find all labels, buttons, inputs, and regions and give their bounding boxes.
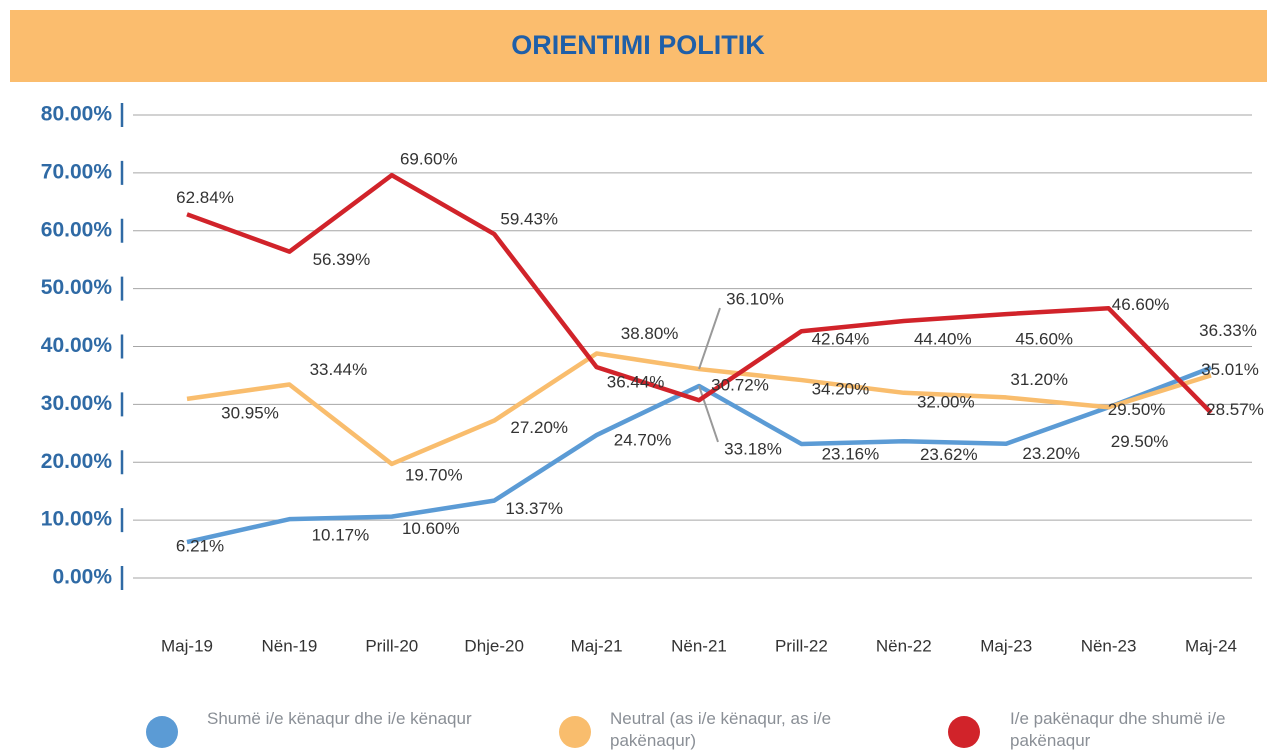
leader-line bbox=[698, 307, 721, 370]
data-label: 10.60% bbox=[402, 519, 460, 538]
x-tick-label: Nën-22 bbox=[876, 636, 932, 655]
x-tick-label: Maj-21 bbox=[571, 636, 623, 655]
data-label: 30.72% bbox=[711, 376, 769, 395]
y-tick-label: 60.00% bbox=[41, 218, 113, 241]
y-tick-label: 0.00% bbox=[52, 566, 112, 589]
legend-label: I/e pakënaqur dhe shumë i/e pakënaqur bbox=[1010, 709, 1226, 750]
legend-swatch bbox=[559, 716, 591, 748]
data-label: 23.62% bbox=[920, 445, 978, 464]
data-label: 29.50% bbox=[1108, 400, 1166, 419]
legend-label: Neutral (as i/e kënaqur, as i/e pakënaqu… bbox=[610, 709, 832, 750]
data-label: 36.44% bbox=[607, 373, 665, 392]
x-tick-label: Nën-19 bbox=[262, 636, 318, 655]
legend-swatch bbox=[948, 716, 980, 748]
data-label: 42.64% bbox=[812, 330, 870, 349]
legend-label: Shumë i/e kënaqur dhe i/e kënaqur bbox=[207, 709, 472, 728]
data-label: 62.84% bbox=[176, 188, 234, 207]
x-tick-label: Dhje-20 bbox=[464, 636, 524, 655]
data-label: 28.57% bbox=[1206, 400, 1264, 419]
data-label: 36.33% bbox=[1199, 321, 1257, 340]
data-label: 10.17% bbox=[312, 526, 370, 545]
chart-title: ORIENTIMI POLITIK bbox=[511, 30, 765, 60]
data-label: 13.37% bbox=[505, 499, 563, 518]
data-label: 30.95% bbox=[221, 403, 279, 422]
x-tick-label: Prill-22 bbox=[775, 636, 828, 655]
data-label: 27.20% bbox=[510, 418, 568, 437]
data-label: 33.44% bbox=[310, 360, 368, 379]
x-tick-label: Prill-20 bbox=[365, 636, 418, 655]
data-label: 59.43% bbox=[500, 210, 558, 229]
data-label: 44.40% bbox=[914, 330, 972, 349]
x-tick-label: Maj-24 bbox=[1185, 636, 1237, 655]
data-label: 36.10% bbox=[726, 290, 784, 309]
data-label: 23.16% bbox=[822, 444, 880, 463]
data-label: 6.21% bbox=[176, 537, 224, 556]
y-tick-label: 20.00% bbox=[41, 450, 113, 473]
y-tick-label: 30.00% bbox=[41, 392, 113, 415]
y-tick-label: 70.00% bbox=[41, 160, 113, 183]
y-tick-label: 50.00% bbox=[41, 276, 113, 299]
x-tick-label: Nën-23 bbox=[1081, 636, 1137, 655]
data-label: 38.80% bbox=[621, 324, 679, 343]
legend-swatch bbox=[146, 716, 178, 748]
leader-line bbox=[698, 385, 719, 443]
data-label: 23.20% bbox=[1022, 444, 1080, 463]
data-label: 45.60% bbox=[1015, 330, 1073, 349]
data-label: 35.01% bbox=[1201, 360, 1259, 379]
x-tick-label: Maj-23 bbox=[980, 636, 1032, 655]
title-banner bbox=[10, 10, 1267, 82]
series-line bbox=[186, 172, 1213, 415]
data-label: 31.20% bbox=[1010, 370, 1068, 389]
data-label: 34.20% bbox=[812, 380, 870, 399]
x-tick-label: Nën-21 bbox=[671, 636, 727, 655]
x-tick-label: Maj-19 bbox=[161, 636, 213, 655]
data-label: 29.50% bbox=[1111, 432, 1169, 451]
data-label: 32.00% bbox=[917, 392, 975, 411]
y-tick-label: 10.00% bbox=[41, 508, 113, 531]
y-tick-label: 80.00% bbox=[41, 103, 113, 126]
data-label: 24.70% bbox=[614, 431, 672, 450]
data-label: 46.60% bbox=[1112, 295, 1170, 314]
data-label: 33.18% bbox=[724, 439, 782, 458]
data-label: 69.60% bbox=[400, 150, 458, 169]
y-tick-label: 40.00% bbox=[41, 334, 113, 357]
data-label: 19.70% bbox=[405, 465, 463, 484]
data-label: 56.39% bbox=[313, 250, 371, 269]
